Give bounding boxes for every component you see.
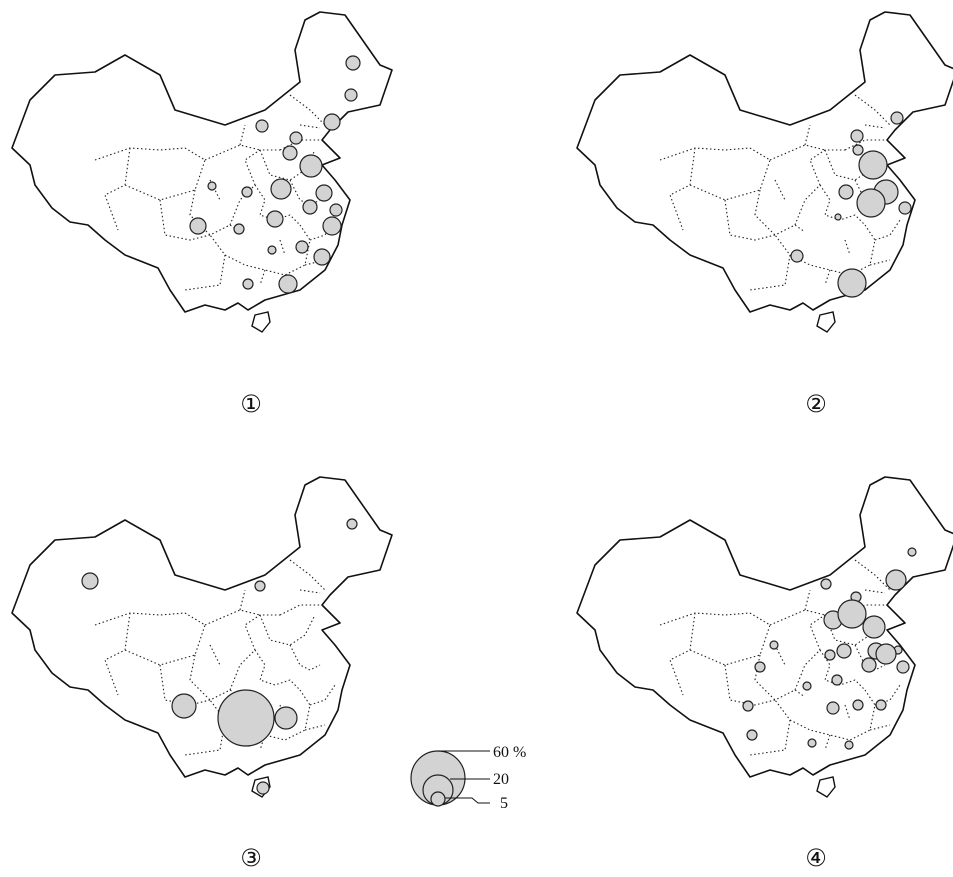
- bubbles-2: [790, 111, 912, 298]
- bubbles-1-circle-7: [299, 154, 323, 178]
- bubbles-1-circle-6: [282, 145, 298, 161]
- bubbles-2-circle-2: [850, 129, 864, 143]
- bubbles-4-circle-11: [875, 643, 897, 665]
- bubbles-3: [81, 518, 358, 795]
- bubbles-4-circle-17: [802, 681, 812, 691]
- bubbles-2-circle-1: [890, 111, 904, 125]
- bubbles-4-circle-15: [861, 657, 877, 673]
- bubbles-4-circle-16: [831, 674, 843, 686]
- bubbles-2-circle-11: [837, 268, 867, 298]
- china-outline-3: [11, 476, 393, 798]
- legend-leader-5: [445, 797, 490, 804]
- bubbles-4-circle-3: [820, 578, 832, 590]
- legend-label-60: 60 %: [493, 744, 526, 761]
- bubbles-1-circle-12: [302, 199, 318, 215]
- bubbles-4-circle-24: [746, 729, 758, 741]
- panel-label-1: ①: [240, 390, 262, 418]
- bubbles-4-circle-22: [844, 740, 854, 750]
- panel-label-2: ②: [805, 390, 827, 418]
- size-legend: 60 % 20 5: [410, 744, 526, 812]
- bubbles-1-circle-3: [323, 113, 341, 131]
- bubbles-4-circle-1: [885, 569, 907, 591]
- bubbles-2-circle-7: [856, 188, 886, 218]
- bubbles-1-circle-16: [233, 223, 245, 235]
- bubbles-2-circle-8: [898, 201, 912, 215]
- panel-4: ④: [576, 476, 953, 872]
- bubbles-1-circle-4: [255, 119, 269, 133]
- bubbles-1-circle-17: [322, 216, 342, 236]
- legend-circle-5: [430, 791, 446, 807]
- bubbles-4-circle-7: [862, 615, 886, 639]
- panel-2: ②: [576, 11, 953, 418]
- bubbles-4-circle-12: [896, 660, 910, 674]
- bubbles-1-circle-5: [289, 131, 303, 145]
- china-outline-2: [576, 11, 953, 333]
- bubbles-4-circle-6: [837, 599, 867, 629]
- bubbles-4-circle-23: [742, 700, 754, 712]
- legend-label-5: 5: [500, 795, 508, 812]
- bubbles-3-circle-7: [256, 781, 270, 795]
- bubbles-1-circle-13: [329, 203, 343, 217]
- bubbles-1-circle-15: [266, 210, 284, 228]
- bubbles-4-circle-8: [836, 643, 852, 659]
- china-outline-4: [576, 476, 953, 798]
- bubbles-1-circle-11: [241, 186, 253, 198]
- bubbles-2-circle-5: [838, 184, 854, 200]
- bubbles-2-circle-9: [834, 213, 842, 221]
- bubbles-3-circle-4: [171, 693, 197, 719]
- bubbles-4-circle-13: [754, 661, 766, 673]
- bubbles-1-circle-8: [270, 178, 292, 200]
- bubbles-1-circle-2: [344, 88, 358, 102]
- bubbles-2-circle-3: [852, 144, 864, 156]
- bubbles-2-circle-4: [858, 150, 888, 180]
- bubbles-3-circle-5: [217, 689, 275, 747]
- bubbles-1-circle-19: [295, 240, 309, 254]
- bubbles-1-circle-9: [315, 184, 333, 202]
- bubbles-3-circle-2: [254, 580, 266, 592]
- bubbles-1-circle-10: [207, 181, 217, 191]
- bubbles-4-circle-25: [824, 649, 836, 661]
- bubbles-4-circle-18: [852, 699, 864, 711]
- bubbles-4-circle-20: [826, 701, 840, 715]
- china-outline-1: [11, 11, 393, 333]
- bubbles-1-circle-14: [189, 217, 207, 235]
- bubbles-4-circle-19: [875, 699, 887, 711]
- bubbles-3-circle-1: [81, 572, 99, 590]
- bubbles-4-circle-21: [807, 738, 817, 748]
- panel-1: ①: [11, 11, 393, 418]
- panel-3: ③: [11, 476, 393, 872]
- bubbles-4-circle-14: [769, 640, 779, 650]
- bubbles-1-circle-21: [242, 278, 254, 290]
- bubbles-1: [189, 55, 361, 294]
- bubbles-1-circle-1: [345, 55, 361, 71]
- bubbles-3-circle-6: [274, 706, 298, 730]
- panel-label-4: ④: [805, 844, 827, 872]
- bubbles-1-circle-20: [313, 248, 331, 266]
- bubbles-4-circle-2: [907, 547, 917, 557]
- bubbles-1-circle-22: [278, 274, 298, 294]
- bubbles-2-circle-10: [790, 249, 804, 263]
- bubbles-4: [742, 547, 917, 750]
- bubbles-3-circle-3: [346, 518, 358, 530]
- legend-label-20: 20: [493, 771, 509, 788]
- bubbles-1-circle-18: [267, 245, 277, 255]
- panel-label-3: ③: [240, 844, 262, 872]
